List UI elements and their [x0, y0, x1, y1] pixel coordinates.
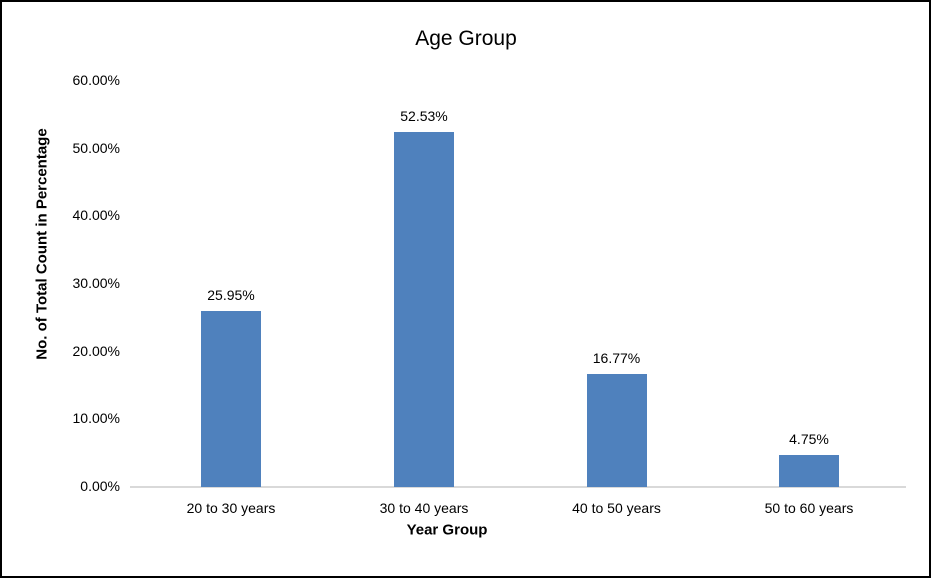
category-label: 40 to 50 years	[572, 500, 661, 516]
y-tick-label: 50.00%	[72, 139, 120, 156]
bar-value-label: 52.53%	[400, 107, 448, 124]
y-axis-title: No. of Total Count in Percentage	[33, 128, 51, 360]
y-tick-label: 10.00%	[72, 410, 120, 427]
x-axis-title: Year Group	[406, 521, 488, 539]
y-tick-label: 30.00%	[72, 275, 120, 291]
category-label: 30 to 40 years	[379, 500, 469, 516]
category-label: 20 to 30 years	[186, 500, 276, 516]
y-tick-label: 20.00%	[72, 342, 120, 359]
y-tick-label: 0.00%	[80, 478, 120, 494]
y-tick-label: 60.00%	[72, 72, 120, 88]
chart-title: Age Group	[415, 27, 517, 50]
y-tick-label: 40.00%	[72, 207, 120, 224]
bar	[394, 131, 454, 487]
bar-value-label: 25.95%	[207, 287, 255, 304]
bar	[779, 454, 839, 487]
bar	[201, 311, 261, 487]
bar	[586, 373, 647, 487]
category-label: 50 to 60 years	[764, 500, 854, 516]
bar-value-label: 16.77%	[592, 349, 641, 366]
bar-value-label: 4.75%	[789, 430, 829, 447]
x-axis-line	[130, 486, 906, 488]
